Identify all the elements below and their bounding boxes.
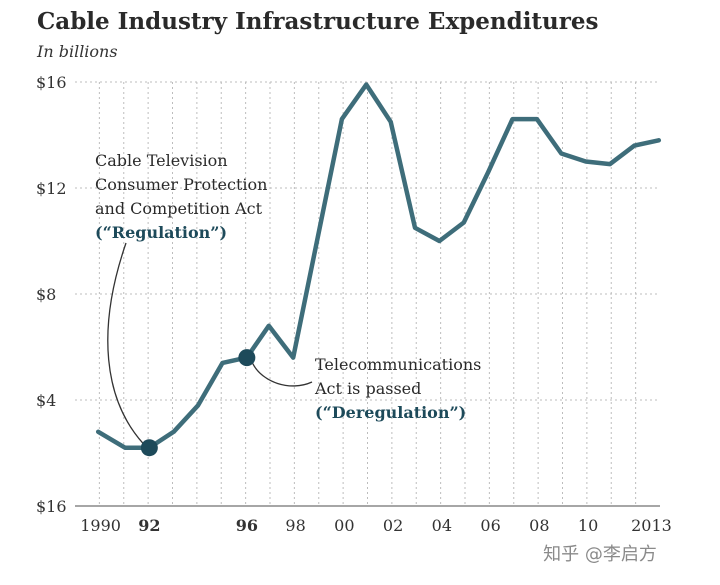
x-tick-label: 06: [480, 516, 500, 535]
x-axis-ticks: 1990 92 96 98 00 02 04 06 08 10 2013: [80, 516, 672, 535]
marker-layer: [140, 349, 256, 457]
annotation-deregulation-leader: [252, 363, 313, 387]
x-tick-label: 96: [236, 516, 258, 535]
x-tick-label: 08: [529, 516, 549, 535]
series-line: [95, 82, 662, 450]
event-marker-dot: [238, 349, 256, 367]
annotation-deregulation: Telecommunications Act is passed (“Dereg…: [314, 355, 481, 422]
series-layer: [95, 82, 662, 450]
y-axis-ticks: $16 $4 $8 $12 $16: [36, 73, 67, 516]
x-tick-label: 2013: [631, 516, 672, 535]
chart-subtitle: In billions: [36, 42, 118, 61]
y-tick-label: $4: [36, 391, 56, 410]
annotation-deregulation-highlight: (“Deregulation”): [315, 403, 466, 422]
annotation-regulation-leader: [107, 242, 144, 445]
annotation-leaders: [107, 242, 313, 445]
x-tick-label: 04: [432, 516, 452, 535]
annotation-regulation-line-2: Consumer Protection: [95, 175, 267, 194]
chart-title: Cable Industry Infrastructure Expenditur…: [37, 8, 598, 35]
y-tick-label: $8: [36, 285, 56, 304]
x-tick-label: 92: [138, 516, 160, 535]
annotation-regulation-line-3: and Competition Act: [95, 199, 263, 218]
event-marker-dot: [140, 439, 158, 457]
annotation-regulation-highlight: (“Regulation”): [95, 223, 227, 242]
watermark-text: 知乎 @李启方: [543, 544, 657, 565]
annotation-deregulation-line-1: Telecommunications: [315, 355, 481, 374]
y-tick-label: $12: [36, 179, 67, 198]
x-tick-label: 98: [285, 516, 305, 535]
grid-layer: [75, 81, 660, 506]
x-tick-label: 1990: [80, 516, 121, 535]
annotation-regulation: Cable Television Consumer Protection and…: [95, 151, 267, 242]
x-tick-label: 10: [578, 516, 598, 535]
annotation-regulation-line-1: Cable Television: [95, 151, 228, 170]
x-tick-label: 02: [383, 516, 403, 535]
x-tick-label: 00: [334, 516, 354, 535]
y-tick-label: $16: [36, 73, 67, 92]
y-tick-label: $16: [36, 497, 67, 516]
annotation-deregulation-line-2: Act is passed: [314, 379, 421, 398]
